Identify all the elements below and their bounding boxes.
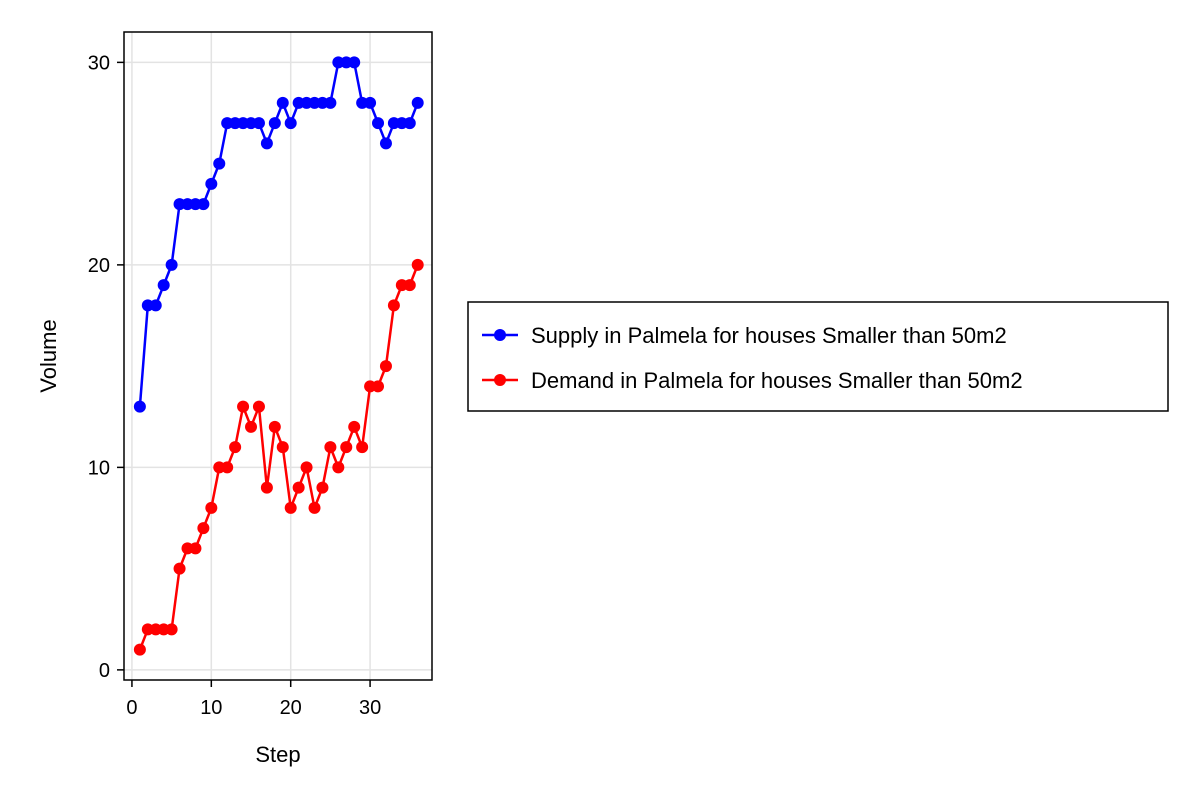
legend-label-demand: Demand in Palmela for houses Smaller tha… (531, 368, 1023, 393)
data-point-supply (379, 137, 392, 150)
data-point-supply (372, 117, 385, 130)
series-line-demand (138, 264, 419, 651)
data-point-supply (149, 299, 162, 312)
grid-lines (124, 32, 432, 680)
x-axis-title: Step (255, 742, 300, 767)
data-point-demand (173, 562, 186, 575)
data-point-demand (197, 522, 210, 535)
data-point-supply (276, 96, 289, 109)
data-point-supply (165, 258, 178, 271)
data-point-demand (356, 441, 369, 454)
data-point-demand (387, 299, 400, 312)
y-tick-label: 10 (88, 457, 110, 479)
data-point-supply (133, 400, 146, 413)
data-point-supply (252, 117, 265, 130)
series-supply (133, 56, 424, 413)
plot-series (133, 56, 424, 656)
data-point-demand (324, 441, 337, 454)
data-point-demand (165, 623, 178, 636)
data-point-supply (403, 117, 416, 130)
data-point-demand (292, 481, 305, 494)
y-axis-title: Volume (36, 319, 61, 392)
data-point-demand (340, 441, 353, 454)
data-point-demand (332, 461, 345, 474)
y-tick-label: 20 (88, 255, 110, 277)
data-point-demand (268, 420, 281, 433)
data-point-demand (403, 279, 416, 292)
x-axis: 0 10 20 30 (126, 680, 381, 719)
data-point-demand (133, 643, 146, 656)
data-point-demand (237, 400, 250, 413)
data-point-demand (245, 420, 258, 433)
data-point-demand (316, 481, 329, 494)
legend-box (467, 301, 1169, 412)
data-point-demand (379, 360, 392, 373)
data-point-supply (268, 117, 281, 130)
data-point-supply (213, 157, 226, 170)
legend-entry-demand: Demand in Palmela for houses Smaller tha… (482, 368, 1023, 393)
y-tick-label: 0 (99, 660, 110, 682)
legend-entry-supply: Supply in Palmela for houses Smaller tha… (482, 323, 1007, 348)
data-point-demand (229, 441, 242, 454)
data-point-demand (348, 420, 361, 433)
data-point-demand (411, 258, 424, 271)
series-line-supply (138, 61, 419, 407)
legend-swatch-marker-supply (494, 329, 506, 341)
data-point-demand (276, 441, 289, 454)
data-point-supply (284, 117, 297, 130)
data-point-demand (189, 542, 202, 555)
data-point-demand (308, 501, 321, 514)
data-point-demand (372, 380, 385, 393)
data-point-supply (364, 96, 377, 109)
legend-swatch-marker-demand (494, 374, 506, 386)
y-tick-label: 30 (88, 52, 110, 74)
data-point-demand (221, 461, 234, 474)
x-tick-label: 20 (280, 697, 302, 719)
x-tick-label: 10 (200, 697, 222, 719)
data-point-supply (205, 177, 218, 190)
legend-label-supply: Supply in Palmela for houses Smaller tha… (531, 323, 1007, 348)
data-point-demand (260, 481, 273, 494)
data-point-supply (348, 56, 361, 69)
data-point-demand (300, 461, 313, 474)
series-demand (133, 258, 424, 656)
legend: Supply in Palmela for houses Smaller tha… (467, 301, 1169, 412)
data-point-supply (197, 198, 210, 211)
data-point-supply (411, 96, 424, 109)
data-point-supply (157, 279, 170, 292)
data-point-demand (284, 501, 297, 514)
data-point-supply (324, 96, 337, 109)
data-point-demand (205, 501, 218, 514)
plot-frame (123, 31, 433, 681)
data-point-supply (260, 137, 273, 150)
x-tick-label: 0 (126, 697, 137, 719)
y-axis: 0 10 20 30 (88, 52, 124, 682)
x-tick-label: 30 (359, 697, 381, 719)
data-point-demand (252, 400, 265, 413)
